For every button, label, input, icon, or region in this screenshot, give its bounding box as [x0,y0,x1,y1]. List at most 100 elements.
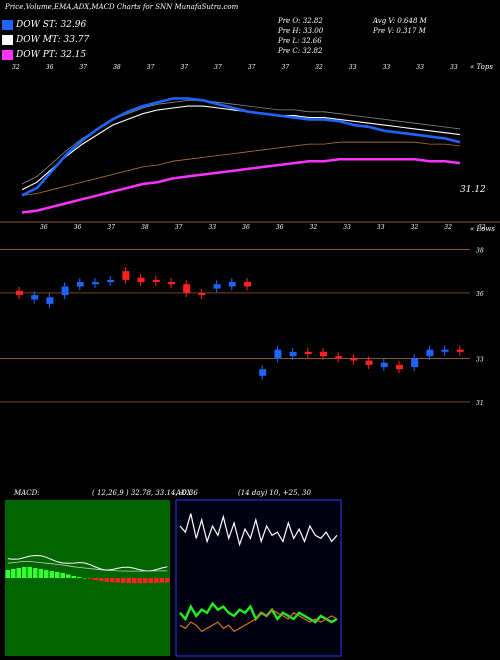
price-grid-label: 38 [476,247,484,254]
top-tick-label: 33 [383,64,391,71]
candle-body [137,277,145,283]
macd-histogram-bar [88,578,93,579]
ema-line-dow-pt [21,158,461,214]
bottom-tick-label: 33 [377,224,385,231]
legend-swatch-white [2,34,13,45]
macd-histogram-bar [16,568,21,578]
macd-histogram-bar [5,570,10,578]
candle-body [61,286,69,296]
top-tick-label: 32 [12,64,20,71]
top-tick-label: 37 [248,64,256,71]
candle-body [122,271,130,280]
chart-title: Price,Volume,EMA,ADX,MACD Charts for SNN… [5,3,239,11]
bottom-tick-label: 37 [107,224,115,231]
candle-body [441,349,449,352]
macd-histogram-bar [115,578,120,583]
candle-body [411,358,419,368]
bottom-tick-label: 36 [40,224,48,231]
macd-histogram-bar [99,578,104,581]
macd-line [7,554,168,572]
candle-body [335,356,343,359]
bottom-tick-label: 36 [242,224,250,231]
candle-body [244,282,251,287]
candle-body [259,369,267,376]
bottom-tick-label: 32 [444,224,452,231]
candle-body [228,282,236,287]
candle-body [213,284,221,289]
price-grid-label: 33 [476,356,484,363]
candle-body [320,351,327,357]
macd-histogram-bar [22,567,27,578]
bottom-tick-label: 33 [208,224,216,231]
adx-line-plus-di [179,513,338,547]
macd-histogram-bar [93,578,98,580]
candle-body [304,351,312,354]
adx-label: ADX [176,489,192,497]
macd-histogram-bar [60,573,65,578]
macd-histogram-bar [143,578,148,583]
macd-histogram-bar [110,578,115,583]
top-tick-label: 33 [416,64,424,71]
top-tick-label: 37 [147,64,155,71]
macd-histogram-bar [126,578,131,584]
candle-body [76,282,84,287]
bottom-tick-label: 32 [411,224,419,231]
macd-label: MACD: [14,489,40,497]
stat-prev-high: Pre H: 33.00 [278,27,324,35]
macd-histogram-bar [27,567,32,578]
candle-body [107,279,115,283]
macd-histogram-bar [159,578,164,583]
candle-body [274,349,282,359]
last-price-label: 31.12 [460,185,486,195]
top-tick-label: 37 [79,64,87,71]
ema-line-brown [21,141,461,196]
ema-line-dow-mt [21,105,461,191]
candle-body [365,360,373,365]
candle-body [46,297,54,304]
candle-body [31,295,39,300]
bottom-tick-label: 36 [74,224,82,231]
price-grid-label: 31 [476,400,484,407]
top-tick-label: 37 [180,64,188,71]
top-tick-label: 36 [46,64,54,71]
macd-histogram-bar [33,568,38,578]
bottom-tick-label: 32 [310,224,318,231]
macd-histogram-bar [137,578,142,584]
bottom-tick-label: 36 [276,224,284,231]
candle-body [380,362,388,368]
macd-histogram-bar [66,574,71,578]
candle-body [152,279,160,283]
candle-body [289,351,297,357]
top-tick-label: 38 [113,64,121,71]
macd-histogram-bar [11,569,16,578]
candle-body [92,282,99,285]
macd-histogram-bar [71,576,76,578]
macd-histogram-bar [104,578,109,582]
legend-label-dow-st: DOW ST: 32.96 [16,19,87,30]
macd-histogram-bar [82,578,87,579]
candle-body [198,292,206,296]
macd-signal-line [7,561,168,572]
legend-swatch-magenta [2,49,13,60]
macd-params: ( 12,26,9 ) 32.78, 33.14, -0.36 [92,489,198,497]
top-tick-label: 32 [315,64,323,71]
bottom-tick-label: 37 [175,224,183,231]
macd-histogram-bar [38,569,43,578]
candle-body [16,290,23,296]
top-tick-label: 33 [349,64,357,71]
bottom-tick-label: 38 [141,224,149,231]
macd-histogram-bar [55,572,60,578]
top-tick-label: 37 [214,64,222,71]
macd-panel-bg [5,500,170,656]
stat-prev-volume: Pre V: 0.317 M [373,27,426,35]
macd-histogram-bar [132,578,137,584]
legend-dow-mt: DOW MT: 33.77 [2,33,89,46]
legend-dow-st: DOW ST: 32.96 [2,18,86,31]
label-lows: « Lows [470,225,495,233]
ema-line-dow-st [21,97,461,197]
macd-histogram-bar [77,577,82,578]
legend-label-dow-mt: DOW MT: 33.77 [16,34,90,45]
stat-prev-open: Pre O: 32.82 [278,17,323,25]
stat-prev-close: Pre C: 32.82 [278,47,323,55]
